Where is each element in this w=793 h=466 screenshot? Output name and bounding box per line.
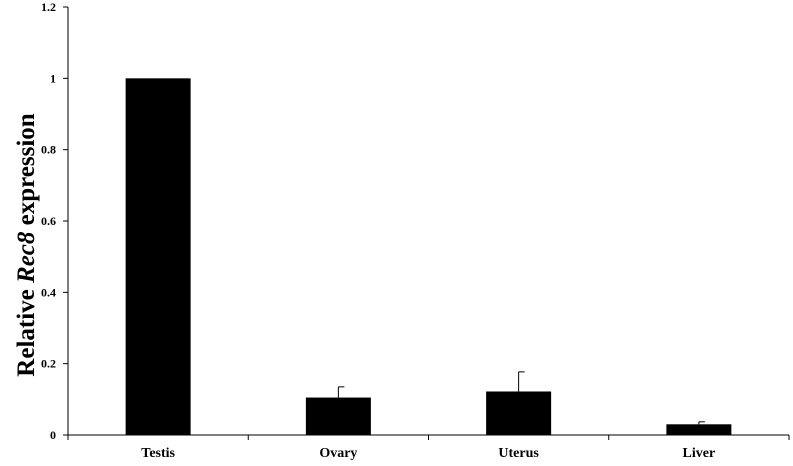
bars (125, 78, 732, 435)
bar-testis (125, 78, 191, 435)
bar-liver (666, 424, 732, 435)
error-bars (337, 371, 705, 425)
y-axis: 0 0.2 0.4 0.6 0.8 1 1.2 (41, 0, 69, 442)
y-tick-label: 0 (50, 428, 56, 442)
bar-uterus (486, 391, 552, 435)
y-axis-title: Relative Rec8 expression (13, 113, 40, 376)
y-tick-label: 0.8 (41, 143, 56, 157)
x-category-label: Uterus (498, 446, 539, 461)
bar-ovary (305, 397, 371, 435)
x-axis: Testis Ovary Uterus Liver (67, 434, 790, 461)
y-axis-title-group: Relative Rec8 expression (13, 113, 40, 376)
y-tick-label: 1 (50, 71, 56, 85)
y-tick-label: 0.6 (41, 214, 56, 228)
y-tick-label: 1.2 (41, 0, 56, 14)
y-tick-label: 0.2 (41, 357, 56, 371)
x-category-label: Ovary (319, 446, 357, 461)
x-category-label: Testis (141, 446, 175, 461)
y-tick-label: 0.4 (41, 285, 56, 299)
x-category-label: Liver (683, 446, 716, 461)
